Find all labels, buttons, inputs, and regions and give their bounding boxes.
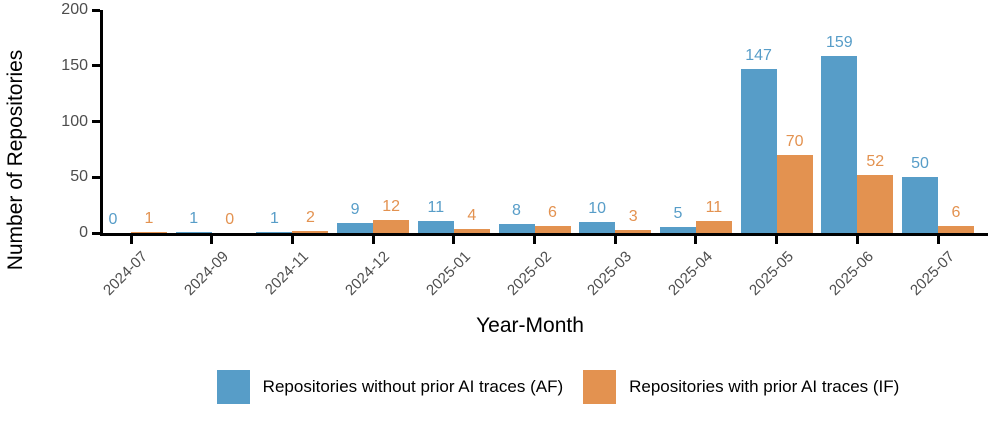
x-axis-tick (775, 236, 779, 244)
bar-value-label: 147 (745, 47, 772, 64)
bar-value-label: 50 (911, 155, 929, 172)
bar-if (131, 232, 167, 233)
y-axis-tick-label: 50 (70, 168, 88, 186)
legend-swatch-af (216, 370, 250, 404)
x-axis-tick (210, 236, 214, 244)
bar-value-label: 3 (628, 208, 638, 225)
bar-value-label: 2 (305, 209, 315, 226)
bar-if (453, 229, 490, 233)
y-axis-tick-label: 0 (79, 224, 88, 241)
bar-value-label: 11 (427, 199, 445, 216)
bar-af (821, 56, 858, 233)
bar-value-label: 159 (825, 34, 853, 51)
x-axis-tick (936, 236, 940, 244)
bar-if (292, 231, 329, 233)
bar-af (579, 222, 616, 233)
x-axis-tick-label: 2024-11 (262, 248, 313, 299)
y-axis-line (100, 10, 103, 236)
bar-value-label: 6 (951, 204, 961, 221)
bar-value-label: 8 (512, 202, 521, 219)
bar-value-label: 1 (269, 210, 279, 227)
chart-legend: Repositories without prior AI traces (AF… (0, 370, 996, 404)
x-axis-title: Year-Month (476, 314, 584, 337)
legend-item-if: Repositories with prior AI traces (IF) (583, 370, 899, 404)
bar-value-label: 70 (785, 133, 804, 150)
y-axis-tick-label: 200 (61, 1, 88, 18)
x-axis-tick-label: 2025-04 (664, 248, 716, 299)
bar-value-label: 1 (144, 210, 154, 227)
bar-if (615, 230, 652, 233)
x-axis-tick-label: 2025-07 (907, 248, 959, 299)
y-axis-tick (92, 175, 100, 179)
bar-if (534, 226, 571, 233)
bar-af (256, 232, 293, 233)
y-axis-tick (92, 8, 100, 12)
bar-if (857, 175, 894, 233)
legend-label-af: Repositories without prior AI traces (AF… (262, 377, 564, 396)
y-axis-tick-label: 100 (61, 112, 88, 130)
x-axis-tick (371, 236, 375, 244)
legend-item-af: Repositories without prior AI traces (AF… (216, 370, 564, 404)
bar-af (337, 223, 374, 233)
bar-value-label: 4 (467, 207, 477, 224)
y-axis-tick (92, 64, 100, 68)
bar-af (498, 224, 535, 233)
bar-af (175, 232, 212, 233)
x-axis-tick (613, 236, 617, 244)
bar-value-label: 10 (588, 200, 607, 217)
bar-value-label: 0 (225, 211, 235, 228)
x-axis-tick (855, 236, 859, 244)
x-axis-tick-label: 2024-12 (342, 248, 394, 299)
bar-value-label: 11 (705, 199, 723, 216)
bar-value-label: 12 (382, 198, 400, 215)
x-axis-tick (533, 236, 536, 244)
x-axis-tick-label: 2025-05 (745, 248, 797, 299)
bar-value-label: 9 (350, 201, 360, 218)
bar-if (776, 155, 813, 233)
x-axis-line (100, 233, 988, 236)
bar-af (659, 227, 696, 233)
bar-value-label: 0 (108, 211, 118, 228)
legend-label-if: Repositories with prior AI traces (IF) (629, 377, 900, 396)
x-axis-tick-label: 2025-06 (826, 248, 878, 299)
bar-value-label: 6 (548, 204, 557, 221)
x-axis-tick-label: 2024-07 (100, 248, 152, 299)
bar-af (902, 177, 938, 233)
y-axis-tick (92, 120, 100, 123)
y-axis-tick (92, 231, 100, 235)
bar-af (740, 69, 777, 233)
bar-if (938, 226, 974, 233)
x-axis-tick-label: 2024-09 (180, 248, 232, 299)
x-axis-tick (290, 236, 294, 244)
bar-af (417, 221, 454, 233)
bar-if (695, 221, 732, 233)
x-axis-tick (694, 236, 698, 244)
y-axis-tick-label: 150 (61, 56, 88, 74)
bar-value-label: 5 (673, 205, 683, 222)
bar-value-label: 1 (189, 210, 199, 227)
y-axis-title: Number of Repositories (4, 49, 27, 271)
x-axis-tick (452, 236, 456, 244)
legend-swatch-if (583, 370, 617, 404)
x-axis-tick (129, 236, 133, 244)
bar-if (373, 220, 410, 233)
bar-value-label: 52 (866, 153, 885, 170)
